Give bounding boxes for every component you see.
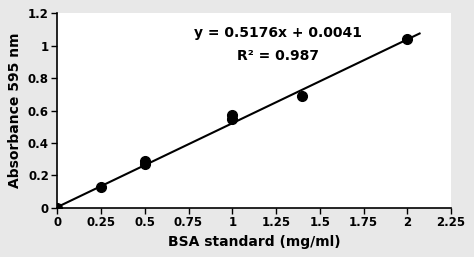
- Point: [54, 206, 61, 210]
- Text: R² = 0.987: R² = 0.987: [237, 49, 319, 63]
- Point: [403, 37, 411, 41]
- Point: [228, 113, 236, 117]
- Point: [141, 162, 148, 166]
- Point: [228, 117, 236, 121]
- X-axis label: BSA standard (mg/ml): BSA standard (mg/ml): [168, 235, 340, 249]
- Y-axis label: Absorbance 595 nm: Absorbance 595 nm: [9, 33, 22, 188]
- Text: y = 0.5176x + 0.0041: y = 0.5176x + 0.0041: [194, 26, 362, 40]
- Point: [299, 94, 306, 98]
- Point: [97, 185, 105, 189]
- Point: [141, 159, 148, 163]
